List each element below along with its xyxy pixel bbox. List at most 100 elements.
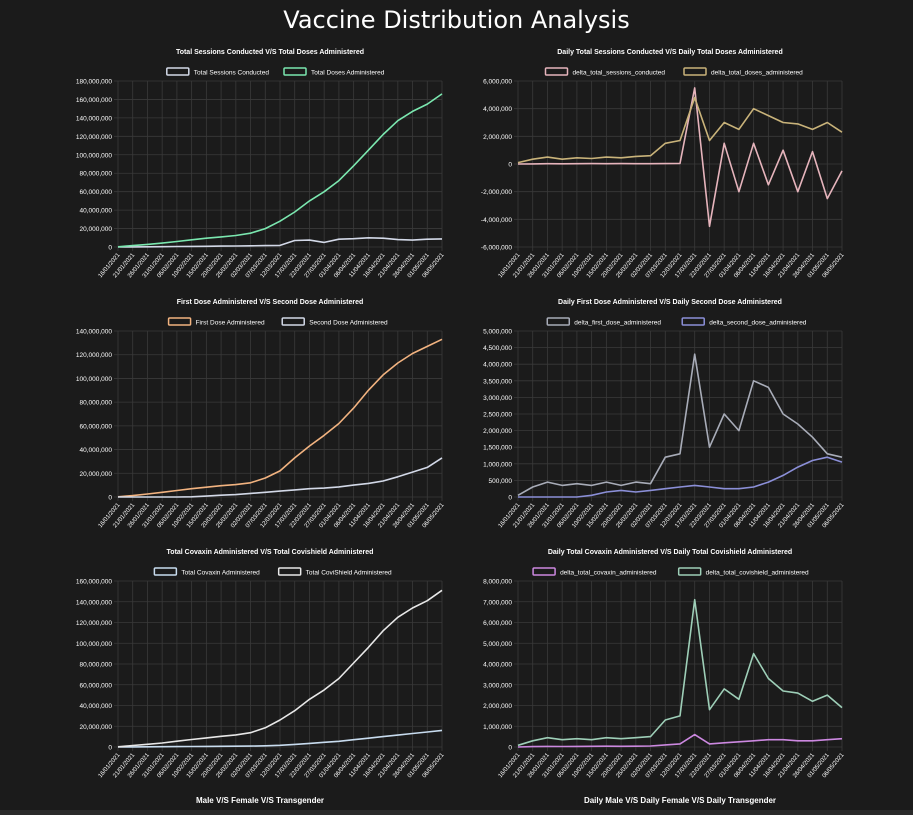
legend-swatch xyxy=(283,67,307,76)
chart-title: First Dose Administered V/S Second Dose … xyxy=(177,299,364,306)
y-tick-label: 160,000,000 xyxy=(76,579,113,586)
page-title: Vaccine Distribution Analysis xyxy=(283,6,630,34)
legend-label: delta_total_sessions_conducted xyxy=(573,70,666,77)
y-tick-label: 4,000,000 xyxy=(483,662,512,669)
y-tick-label: 6,000,000 xyxy=(483,620,512,627)
y-tick-label: 120,000,000 xyxy=(76,620,113,627)
chart-title: Daily Total Covaxin Administered V/S Dai… xyxy=(548,549,792,556)
legend-swatch xyxy=(677,567,702,576)
y-tick-label: 60,000,000 xyxy=(79,423,112,430)
y-tick-label: 100,000,000 xyxy=(76,152,113,159)
y-tick-label: 140,000,000 xyxy=(76,115,113,122)
y-tick-label: 3,000,000 xyxy=(483,682,512,689)
y-tick-label: 80,000,000 xyxy=(79,662,112,669)
y-tick-label: 2,500,000 xyxy=(483,412,512,419)
footer-right-title: Daily Male V/S Daily Female V/S Daily Tr… xyxy=(583,796,777,805)
chart-title: Total Covaxin Administered V/S Total Cov… xyxy=(167,549,374,556)
legend-label: First Dose Administered xyxy=(196,320,265,327)
legend: First Dose Administered Second Dose Admin… xyxy=(167,317,388,327)
y-tick-label: -2,000,000 xyxy=(481,189,512,196)
y-tick-label: 500,000 xyxy=(489,478,513,485)
y-tick-label: 4,000,000 xyxy=(483,106,512,113)
legend-label: Total Sessions Conducted xyxy=(194,70,270,77)
legend-label: delta_second_dose_administered xyxy=(709,320,807,327)
chart-total-sessions-vs-doses: Total Sessions Conducted V/S Total Doses… xyxy=(60,44,450,294)
legend-label: Total Doses Administered xyxy=(311,70,385,77)
y-tick-label: 2,000,000 xyxy=(483,134,512,141)
y-tick-label: 4,500,000 xyxy=(483,345,512,352)
y-tick-label: 0 xyxy=(508,495,512,502)
series-line xyxy=(517,598,843,747)
series-line xyxy=(517,87,843,228)
legend-swatch xyxy=(532,567,556,576)
series-line xyxy=(118,457,443,498)
series-line xyxy=(117,338,443,498)
chart-svg: Daily Total Covaxin Administered V/S Dai… xyxy=(483,549,846,779)
y-tick-label: 140,000,000 xyxy=(76,599,113,606)
legend-swatch xyxy=(166,67,190,76)
y-tick-label: 0 xyxy=(108,745,112,752)
legend-label: Total CoviShield Administered xyxy=(306,570,392,577)
y-tick-label: 40,000,000 xyxy=(79,447,112,454)
chart-svg: Total Sessions Conducted V/S Total Doses… xyxy=(76,49,446,279)
series-line xyxy=(117,237,443,248)
y-tick-label: 80,000,000 xyxy=(79,171,112,178)
y-tick-label: 2,000,000 xyxy=(483,703,512,710)
legend-label: delta_total_covaxin_administered xyxy=(560,570,657,577)
legend-label: delta_total_doses_administered xyxy=(711,70,803,77)
y-tick-label: 8,000,000 xyxy=(483,579,512,586)
y-tick-label: 80,000,000 xyxy=(79,400,112,407)
y-tick-label: 20,000,000 xyxy=(79,724,112,731)
y-tick-label: 1,500,000 xyxy=(483,445,512,452)
chart-title: Daily Total Sessions Conducted V/S Daily… xyxy=(557,49,782,56)
legend-label: Total Covaxin Administered xyxy=(181,570,260,577)
chart-daily-covaxin-vs-covishield: Daily Total Covaxin Administered V/S Dai… xyxy=(460,544,850,794)
y-tick-label: 40,000,000 xyxy=(79,703,112,710)
y-tick-label: 60,000,000 xyxy=(79,189,112,196)
legend-swatch xyxy=(277,567,302,576)
legend-label: Second Dose Administered xyxy=(309,320,388,327)
legend: delta_total_covaxin_administered delta_to… xyxy=(532,567,809,577)
y-tick-label: -4,000,000 xyxy=(481,217,512,224)
y-tick-label: 20,000,000 xyxy=(79,471,112,478)
y-tick-label: 5,000,000 xyxy=(483,641,512,648)
legend-swatch xyxy=(683,67,707,76)
y-tick-label: 60,000,000 xyxy=(79,682,112,689)
y-tick-label: 20,000,000 xyxy=(79,226,112,233)
y-tick-label: 100,000,000 xyxy=(76,641,113,648)
series-line xyxy=(517,96,843,164)
y-tick-label: 180,000,000 xyxy=(76,79,113,86)
series-line xyxy=(117,729,443,748)
legend-label: delta_first_dose_administered xyxy=(574,320,661,327)
chart-svg: First Dose Administered V/S Second Dose … xyxy=(76,299,446,529)
chart-svg: Daily Total Sessions Conducted V/S Daily… xyxy=(481,49,846,279)
y-tick-label: 3,000,000 xyxy=(483,395,512,402)
y-tick-label: 3,500,000 xyxy=(483,378,512,385)
y-tick-label: 0 xyxy=(508,162,512,169)
y-tick-label: 1,000,000 xyxy=(483,724,512,731)
chart-daily-sessions-vs-doses: Daily Total Sessions Conducted V/S Daily… xyxy=(460,44,850,294)
chart-svg: Total Covaxin Administered V/S Total Cov… xyxy=(76,549,446,779)
legend: delta_first_dose_administered delta_secon… xyxy=(546,317,807,327)
chart-daily-first-vs-second-dose: Daily First Dose Administered V/S Daily … xyxy=(460,294,850,544)
series-line xyxy=(517,733,843,748)
legend-swatch xyxy=(153,567,178,576)
y-tick-label: 140,000,000 xyxy=(76,329,113,336)
chart-svg: Daily First Dose Administered V/S Daily … xyxy=(483,299,846,529)
series-line xyxy=(117,589,443,748)
series-line xyxy=(117,93,443,248)
legend-swatch xyxy=(167,317,192,326)
y-tick-label: 5,000,000 xyxy=(483,329,512,336)
y-tick-label: 6,000,000 xyxy=(483,79,512,86)
legend-swatch xyxy=(546,317,571,326)
y-tick-label: -6,000,000 xyxy=(481,245,512,252)
y-tick-label: 1,000,000 xyxy=(483,461,512,468)
y-tick-label: 7,000,000 xyxy=(483,599,512,606)
series-line xyxy=(517,353,843,496)
y-tick-label: 120,000,000 xyxy=(76,134,113,141)
legend-swatch xyxy=(681,317,705,326)
chart-first-vs-second-dose: First Dose Administered V/S Second Dose … xyxy=(60,294,450,544)
y-tick-label: 120,000,000 xyxy=(76,352,113,359)
bottom-scroll-strip xyxy=(0,810,913,815)
chart-covaxin-vs-covishield: Total Covaxin Administered V/S Total Cov… xyxy=(60,544,450,794)
